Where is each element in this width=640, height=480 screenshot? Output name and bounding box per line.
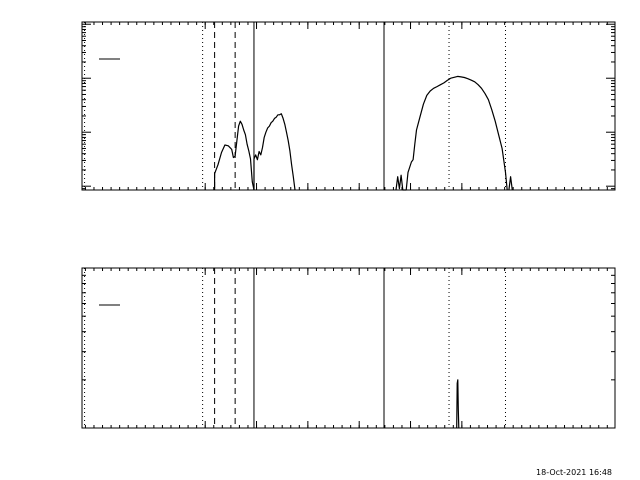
series-line-segment (508, 176, 513, 191)
series-line-segment (395, 75, 508, 191)
series-line-segment (214, 120, 255, 191)
chart-panel-hi (81, 267, 616, 429)
chart-panel-lo (81, 21, 616, 191)
footer-timestamp: 18-Oct-2021 16:48 (536, 468, 612, 477)
series-line-segment (253, 113, 296, 191)
series-line-segment (456, 379, 460, 429)
plot-frame (81, 267, 616, 429)
